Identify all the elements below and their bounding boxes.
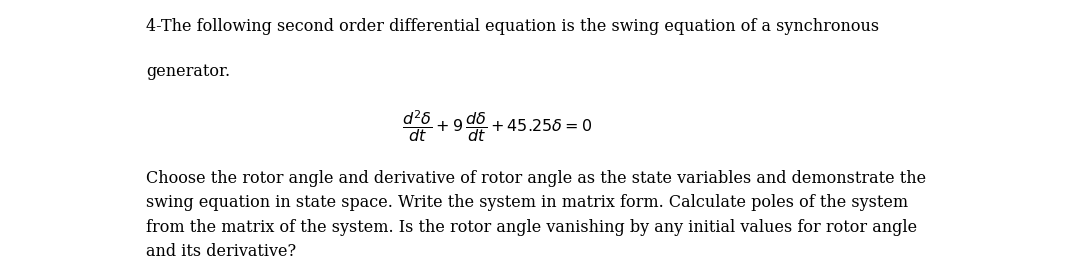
Text: generator.: generator. [146, 63, 230, 80]
Text: $\dfrac{d^2\delta}{dt} + 9\,\dfrac{d\delta}{dt} + 45.25\delta = 0$: $\dfrac{d^2\delta}{dt} + 9\,\dfrac{d\del… [402, 108, 592, 144]
Text: Choose the rotor angle and derivative of rotor angle as the state variables and : Choose the rotor angle and derivative of… [146, 170, 926, 260]
Text: 4-The following second order differential equation is the swing equation of a sy: 4-The following second order differentia… [146, 18, 879, 35]
